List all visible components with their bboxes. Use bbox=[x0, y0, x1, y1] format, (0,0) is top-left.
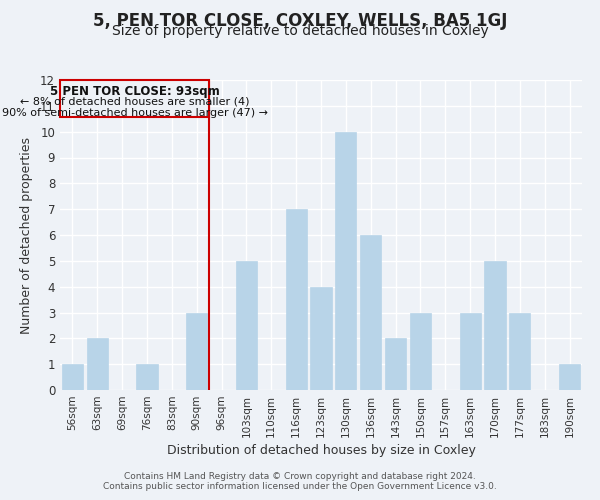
FancyBboxPatch shape bbox=[60, 80, 209, 118]
Text: Size of property relative to detached houses in Coxley: Size of property relative to detached ho… bbox=[112, 24, 488, 38]
X-axis label: Distribution of detached houses by size in Coxley: Distribution of detached houses by size … bbox=[167, 444, 475, 457]
Bar bbox=[484, 261, 506, 390]
Bar bbox=[62, 364, 83, 390]
Bar bbox=[186, 312, 207, 390]
Bar bbox=[87, 338, 108, 390]
Bar bbox=[335, 132, 356, 390]
Bar bbox=[236, 261, 257, 390]
Text: 5, PEN TOR CLOSE, COXLEY, WELLS, BA5 1GJ: 5, PEN TOR CLOSE, COXLEY, WELLS, BA5 1GJ bbox=[93, 12, 507, 30]
Text: Contains HM Land Registry data © Crown copyright and database right 2024.: Contains HM Land Registry data © Crown c… bbox=[124, 472, 476, 481]
Text: 5 PEN TOR CLOSE: 93sqm: 5 PEN TOR CLOSE: 93sqm bbox=[50, 84, 220, 98]
Y-axis label: Number of detached properties: Number of detached properties bbox=[20, 136, 33, 334]
Bar bbox=[385, 338, 406, 390]
Bar bbox=[460, 312, 481, 390]
Bar bbox=[286, 209, 307, 390]
Bar bbox=[310, 286, 332, 390]
Text: Contains public sector information licensed under the Open Government Licence v3: Contains public sector information licen… bbox=[103, 482, 497, 491]
Text: 90% of semi-detached houses are larger (47) →: 90% of semi-detached houses are larger (… bbox=[2, 108, 268, 118]
Bar bbox=[410, 312, 431, 390]
Bar bbox=[559, 364, 580, 390]
Bar bbox=[509, 312, 530, 390]
Text: ← 8% of detached houses are smaller (4): ← 8% of detached houses are smaller (4) bbox=[20, 96, 250, 106]
Bar bbox=[360, 235, 381, 390]
Bar bbox=[136, 364, 158, 390]
